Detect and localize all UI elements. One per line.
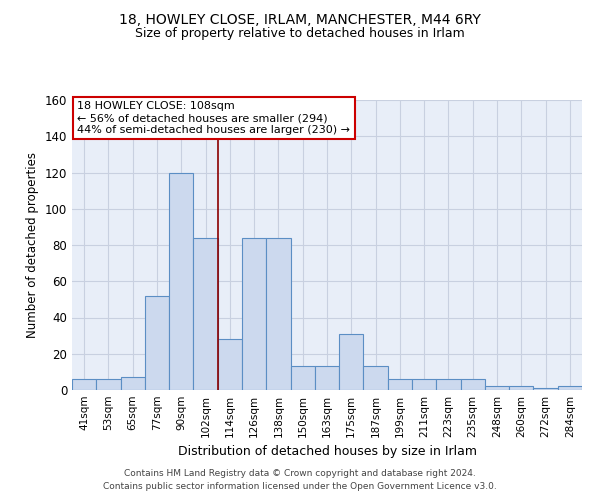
Bar [193, 238, 218, 390]
Bar [533, 388, 558, 390]
Bar [169, 172, 193, 390]
Text: 18, HOWLEY CLOSE, IRLAM, MANCHESTER, M44 6RY: 18, HOWLEY CLOSE, IRLAM, MANCHESTER, M44… [119, 12, 481, 26]
Bar [145, 296, 169, 390]
Bar [315, 366, 339, 390]
Bar [72, 379, 96, 390]
Text: Size of property relative to detached houses in Irlam: Size of property relative to detached ho… [135, 28, 465, 40]
Bar [509, 386, 533, 390]
Bar [388, 379, 412, 390]
Bar [461, 379, 485, 390]
Bar [558, 386, 582, 390]
Bar [266, 238, 290, 390]
Bar [436, 379, 461, 390]
Bar [121, 378, 145, 390]
Bar [218, 339, 242, 390]
Bar [485, 386, 509, 390]
Bar [364, 366, 388, 390]
Bar [412, 379, 436, 390]
X-axis label: Distribution of detached houses by size in Irlam: Distribution of detached houses by size … [178, 446, 476, 458]
Bar [339, 334, 364, 390]
Text: Contains HM Land Registry data © Crown copyright and database right 2024.: Contains HM Land Registry data © Crown c… [124, 468, 476, 477]
Text: 18 HOWLEY CLOSE: 108sqm
← 56% of detached houses are smaller (294)
44% of semi-d: 18 HOWLEY CLOSE: 108sqm ← 56% of detache… [77, 102, 350, 134]
Y-axis label: Number of detached properties: Number of detached properties [26, 152, 39, 338]
Bar [290, 366, 315, 390]
Text: Contains public sector information licensed under the Open Government Licence v3: Contains public sector information licen… [103, 482, 497, 491]
Bar [242, 238, 266, 390]
Bar [96, 379, 121, 390]
